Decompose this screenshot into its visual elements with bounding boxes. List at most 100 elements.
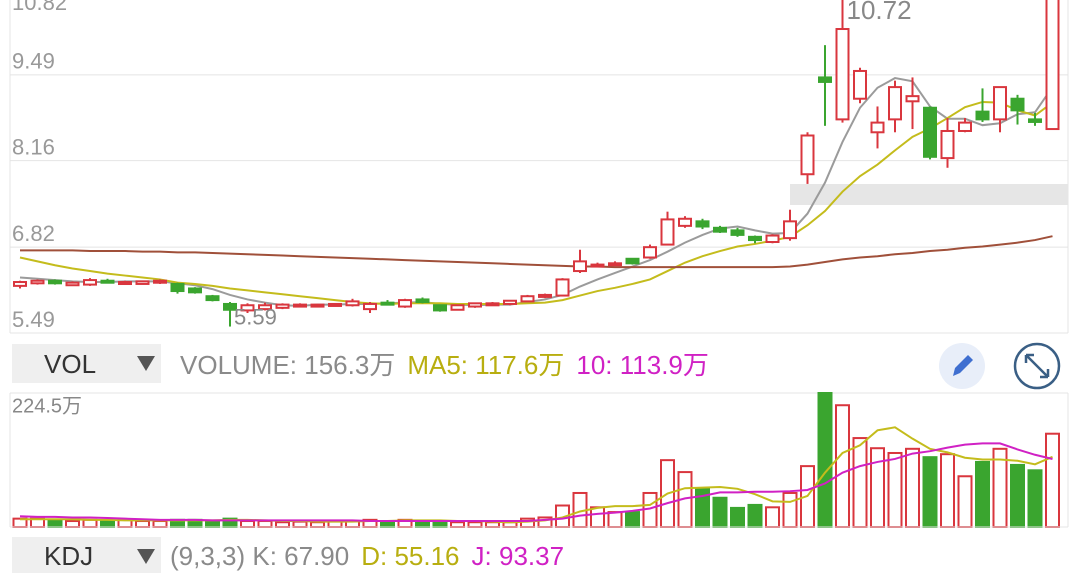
candle-body: [363, 302, 377, 311]
candle-body: [695, 220, 710, 228]
y-tick-label: 9.49: [12, 49, 55, 74]
candle-body: [625, 257, 640, 265]
candle-body: [835, 28, 850, 121]
indicator-selector[interactable]: [12, 537, 161, 573]
volume-legend: VOLUME: 156.3万 MA5: 117.6万 10: 113.9万: [180, 350, 709, 380]
volume-bar: [100, 520, 115, 529]
volume-bar: [957, 475, 973, 529]
volume-bar: [292, 520, 308, 528]
volume-bar: [817, 392, 833, 528]
volume-panel: 224.5万: [10, 392, 1068, 529]
candle-body: [380, 301, 395, 306]
volume-bar: [835, 404, 850, 528]
volume-bar: [905, 447, 920, 529]
candle-body: [748, 235, 762, 242]
candle-body: [65, 281, 80, 287]
y-tick-label: 8.16: [12, 134, 55, 159]
candle-body: [923, 106, 937, 158]
volume-bar: [782, 491, 798, 528]
volume-bar: [47, 518, 63, 528]
legend-entry: J: 93.37: [472, 541, 565, 571]
candle-body: [590, 263, 605, 268]
volume-bar: [940, 453, 955, 528]
indicator-selector[interactable]: [12, 344, 161, 383]
ma-line: [19, 77, 1054, 307]
candle-body: [135, 280, 150, 285]
volume-bar: [607, 511, 623, 528]
volume-bar: [310, 521, 325, 528]
candle-body: [660, 218, 675, 246]
legend-entry: 10: 113.9万: [576, 350, 709, 380]
volume-bar: [1027, 469, 1043, 528]
volume-bar: [450, 521, 465, 528]
overlay-band: [790, 184, 1068, 205]
candle-body: [1045, 0, 1060, 131]
volume-bar: [485, 521, 500, 528]
candle-body: [275, 303, 290, 309]
ma-line: [19, 442, 1053, 523]
candle-body: [205, 295, 220, 302]
candle-body: [730, 229, 745, 236]
candle-body: [30, 279, 45, 285]
candle-body: [503, 299, 517, 305]
volume-bar: [82, 518, 98, 528]
candle-body: [170, 282, 185, 293]
volume-bar: [257, 520, 273, 529]
y-tick-label: 10.82: [12, 0, 67, 15]
candle-body: [83, 279, 97, 286]
candle-body: [48, 279, 62, 285]
volume-bar: [65, 520, 80, 529]
volume-bar: [152, 520, 168, 529]
expand-button[interactable]: [1013, 342, 1061, 390]
candle-body: [13, 281, 27, 287]
candle-body: [958, 121, 972, 132]
candle-body: [643, 246, 657, 259]
candle-body: [555, 278, 570, 297]
ma-line: [19, 100, 1054, 305]
y-tick-label: 6.82: [12, 221, 55, 246]
ma-line: [20, 235, 1053, 269]
selector-label: KDJ: [44, 541, 93, 571]
selector-label: VOL: [44, 349, 96, 379]
volume-bar: [870, 447, 885, 528]
candle-body: [818, 76, 832, 83]
price-panel: 5.49 6.82 8.16 9.49 10.82 10.72 5.59: [10, 0, 1068, 334]
volume-bar: [625, 511, 640, 528]
legend-entry: MA5: 117.6万: [407, 350, 564, 380]
legend-entry: (9,3,3) K: 67.90: [170, 541, 349, 571]
candle-body: [415, 298, 430, 304]
kdj-legend: (9,3,3) K: 67.90 D: 55.16 J: 93.37: [170, 541, 564, 571]
candle-body: [1010, 97, 1025, 112]
y-tick-label: 224.5万: [12, 395, 82, 417]
legend-entry: VOLUME: 156.3万: [180, 350, 395, 380]
candle-body: [608, 262, 622, 267]
candle-body: [153, 279, 167, 284]
candle-body: [1028, 118, 1042, 123]
volume-bar: [975, 460, 990, 529]
volume-bar: [205, 520, 220, 529]
volume-bar: [765, 506, 780, 528]
candle-body: [258, 304, 272, 311]
legend-entry: D: 55.16: [361, 541, 459, 571]
volume-bar: [275, 521, 290, 528]
candle-body: [328, 302, 342, 307]
candle-body: [293, 303, 307, 308]
candle-body: [870, 121, 885, 134]
candle-body: [573, 260, 587, 273]
candle-body: [433, 304, 447, 312]
volume-bar: [887, 451, 903, 528]
volume-bar: [240, 520, 255, 529]
candle-body: [100, 279, 115, 284]
candle-body: [398, 299, 412, 308]
candle-body: [993, 86, 1007, 121]
candle-body: [520, 295, 535, 303]
pencil-icon: [953, 355, 973, 376]
volume-bar: [590, 506, 605, 528]
volume-bar: [852, 437, 868, 528]
dropdown-arrow: [137, 356, 155, 371]
volume-bar: [1045, 432, 1060, 528]
dropdown-arrow: [137, 549, 155, 564]
expand-icon: [1024, 353, 1050, 379]
